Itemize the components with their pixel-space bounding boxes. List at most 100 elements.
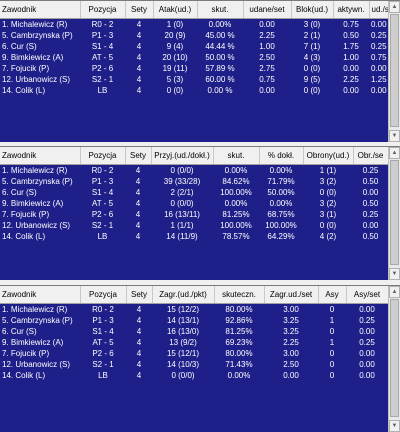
scroll-up-icon[interactable]: ▲	[389, 286, 400, 298]
table-row[interactable]: 1. Michalewicz (R) R0 - 2 4 0 (0/0) 0.00% 0.0…	[0, 164, 388, 176]
stat-cell: 92.86%	[225, 315, 253, 325]
player-name-cell: 12. Urbanowicz (S)	[2, 220, 71, 230]
player-name-cell: 12. Urbanowicz (S)	[2, 359, 71, 369]
table-row[interactable]: 12. Urbanowicz (S) S2 - 1 4 5 (3) 60.00 % 0.7…	[0, 74, 388, 85]
scrollbar-thumb[interactable]	[390, 160, 399, 265]
stat-cell: 15 (12/1)	[166, 348, 200, 358]
column-header[interactable]: skut.	[213, 147, 260, 165]
stat-cell: 0.25	[359, 337, 375, 347]
stat-cell: 84.62%	[222, 176, 250, 186]
stat-cell: 71.79%	[267, 176, 295, 186]
column-header[interactable]: Pozycja	[80, 1, 126, 19]
column-header[interactable]: Pozycja	[80, 286, 127, 304]
stat-cell: 2.25	[343, 74, 359, 84]
scroll-up-icon[interactable]: ▲	[389, 147, 400, 159]
stat-cell: 1 (1)	[319, 165, 337, 175]
column-header[interactable]: skut.	[197, 1, 244, 19]
stat-cell: 4	[136, 85, 142, 95]
table-row[interactable]: 5. Cambrzynska (P) P1 - 3 4 20 (9) 45.00 % 2.…	[0, 30, 388, 41]
stat-cell: P1 - 3	[91, 30, 114, 40]
table-row[interactable]: 9. Bimkiewicz (A) AT - 5 4 20 (10) 50.00 % 2.…	[0, 52, 388, 63]
stat-cell: 1.25	[371, 74, 387, 84]
stat-cell: 0 (0)	[166, 85, 184, 95]
table-row[interactable]: 14. Colik (L) LB 4 14 (11/9) 78.57% 64.29% 4 (…	[0, 231, 388, 242]
column-header[interactable]: Zagr.(ud./pkt)	[152, 286, 215, 304]
stat-cell: 4	[136, 359, 142, 369]
table-row[interactable]: 7. Fojucik (P) P2 - 6 4 15 (12/1) 80.00% 3.00…	[0, 348, 388, 359]
column-header[interactable]: Zawodnik	[0, 286, 81, 304]
attack-stats-scrollbar[interactable]: ▲ ▼	[388, 1, 400, 142]
stat-cell: S1 - 4	[91, 41, 114, 51]
column-header[interactable]: Obrony(ud.)	[303, 147, 354, 165]
table-row[interactable]: 14. Colik (L) LB 4 0 (0/0) 0.00% 0.00 0 0.00	[0, 370, 388, 381]
column-header[interactable]: Obr./se	[353, 147, 389, 165]
scroll-up-icon[interactable]: ▲	[389, 1, 400, 13]
player-name-cell: 14. Colik (L)	[2, 85, 46, 95]
column-header[interactable]: Zawodnik	[0, 147, 81, 165]
column-header[interactable]: Sety	[125, 1, 154, 19]
stat-cell: 0.50	[362, 198, 379, 208]
table-row[interactable]: 5. Cambrzynska (P) P1 - 3 4 14 (13/1) 92.86%…	[0, 315, 388, 326]
table-row[interactable]: 6. Cur (S) S1 - 4 4 16 (13/0) 81.25% 3.25 0 0.0…	[0, 326, 388, 337]
table-row[interactable]: 1. Michalewicz (R) R0 - 2 4 15 (12/2) 80.00%…	[0, 303, 388, 315]
stat-cell: 0.00	[343, 85, 359, 95]
attack-stats-table: Zawodnik Pozycja Sety Atak(ud.) skut. udane/s…	[0, 1, 389, 96]
reception-stats-scrollbar[interactable]: ▲ ▼	[388, 147, 400, 280]
player-name-cell: 9. Bimkiewicz (A)	[2, 337, 64, 347]
column-header[interactable]: aktywn.	[333, 1, 370, 19]
column-header[interactable]: Asy	[318, 286, 347, 304]
column-header[interactable]: Przyj.(ud./dokł.)	[151, 147, 214, 165]
table-row[interactable]: 1. Michalewicz (R) R0 - 2 4 1 (0) 0.00% 0.00 3…	[0, 18, 388, 30]
player-name-cell: 5. Cambrzynska (P)	[2, 315, 73, 325]
scroll-down-icon[interactable]: ▼	[389, 130, 400, 142]
column-header[interactable]: Zawodnik	[0, 1, 81, 19]
column-header[interactable]: Sety	[125, 147, 152, 165]
stat-cell: 0.50	[343, 30, 359, 40]
stat-cell: 0.00	[359, 359, 375, 369]
column-header[interactable]: Sety	[126, 286, 153, 304]
serve-stats-scrollbar[interactable]: ▲ ▼	[388, 286, 400, 432]
table-row[interactable]: 12. Urbanowicz (S) S2 - 1 4 14 (10/3) 71.43%…	[0, 359, 388, 370]
player-name-cell: 9. Bimkiewicz (A)	[2, 52, 64, 62]
table-row[interactable]: 5. Cambrzynska (P) P1 - 3 4 39 (33/28) 84.62…	[0, 176, 388, 187]
column-header[interactable]: Asy/set	[346, 286, 389, 304]
stat-cell: 14 (13/1)	[166, 315, 200, 325]
stat-cell: 4	[135, 220, 141, 230]
serve-stats-panel: Zawodnik Pozycja Sety Zagr.(ud./pkt) skutecz…	[0, 285, 400, 432]
scroll-down-icon[interactable]: ▼	[389, 268, 400, 280]
column-header[interactable]: Pozycja	[80, 147, 126, 165]
table-row[interactable]: 6. Cur (S) S1 - 4 4 2 (2/1) 100.00% 50.00% 0 (…	[0, 187, 388, 198]
table-row[interactable]: 7. Fojucik (P) P2 - 6 4 19 (11) 57.89 % 2.75 0…	[0, 63, 388, 74]
stat-cell: 0.75	[343, 19, 359, 29]
column-header[interactable]: Zagr.ud./set	[264, 286, 319, 304]
table-row[interactable]: 9. Bimkiewicz (A) AT - 5 4 0 (0/0) 0.00% 0.00…	[0, 198, 388, 209]
player-name-cell: 1. Michalewicz (R)	[2, 19, 68, 29]
stat-cell: 0.00	[371, 63, 387, 73]
table-row[interactable]: 6. Cur (S) S1 - 4 4 9 (4) 44.44 % 1.00 7 (1) 1.…	[0, 41, 388, 52]
column-header[interactable]: skuteczn.	[214, 286, 265, 304]
stat-cell: 81.25%	[222, 209, 250, 219]
column-header[interactable]: Atak(ud.)	[153, 1, 198, 19]
table-row[interactable]: 7. Fojucik (P) P2 - 6 4 16 (13/11) 81.25% 68.…	[0, 209, 388, 220]
stat-cell: 4	[136, 52, 142, 62]
stat-cell: 3 (2)	[319, 198, 337, 208]
column-header[interactable]: Blok(ud.)	[291, 1, 334, 19]
scroll-down-icon[interactable]: ▼	[389, 420, 400, 432]
column-header[interactable]: ud./se	[369, 1, 389, 19]
stat-cell: AT - 5	[91, 52, 114, 62]
stat-cell: R0 - 2	[92, 304, 114, 314]
scrollbar-thumb[interactable]	[390, 14, 399, 127]
table-row[interactable]: 9. Bimkiewicz (A) AT - 5 4 13 (9/2) 69.23% 2.…	[0, 337, 388, 348]
stat-cell: S1 - 4	[92, 326, 114, 336]
column-header[interactable]: % dokł.	[259, 147, 304, 165]
stat-cell: 0.00%	[269, 165, 293, 175]
stat-cell: 14 (10/3)	[166, 359, 200, 369]
scrollbar-thumb[interactable]	[390, 299, 399, 417]
table-row[interactable]: 14. Colik (L) LB 4 0 (0) 0.00 % 0.00 0 (0) 0.00…	[0, 85, 388, 96]
stat-cell: 39 (33/28)	[163, 176, 201, 186]
column-header[interactable]: udane/set	[243, 1, 292, 19]
stat-cell: 4	[135, 176, 141, 186]
stat-cell: 3 (0)	[303, 19, 321, 29]
stat-cell: 1	[329, 315, 335, 325]
table-row[interactable]: 12. Urbanowicz (S) S2 - 1 4 1 (1/1) 100.00% 1…	[0, 220, 388, 231]
